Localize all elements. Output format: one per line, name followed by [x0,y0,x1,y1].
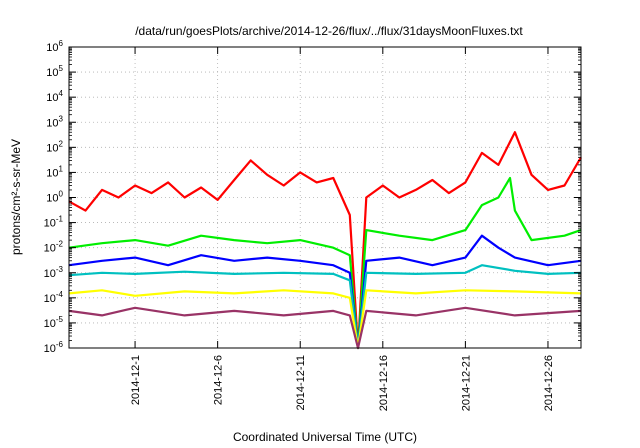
y-tick-label: 100 [46,190,63,205]
y-tick-label: 101 [46,164,63,179]
y-tick-label: 10-4 [44,290,64,305]
grid-lines [69,47,581,348]
y-tick-exponent: -6 [56,340,64,349]
y-tick-exponent: -3 [56,265,64,274]
y-tick-exponent: -4 [56,290,64,299]
y-tick-base: 10 [46,92,58,104]
y-tick-exponent: 0 [59,190,64,199]
y-tick-base: 10 [46,167,58,179]
y-tick-exponent: 6 [59,39,64,48]
x-axis-title: Coordinated Universal Time (UTC) [233,430,417,444]
y-tick-base: 10 [44,343,56,355]
y-tick-label: 102 [46,139,63,154]
x-tick-label: 2014-12-21 [460,355,472,411]
x-tick-label: 2014-12-16 [378,355,390,411]
y-tick-base: 10 [46,67,58,79]
y-tick-exponent: 2 [59,139,64,148]
y-tick-base: 10 [46,142,58,154]
y-tick-label: 10-5 [44,315,64,330]
y-tick-exponent: -1 [56,215,64,224]
y-tick-label: 10-3 [44,265,64,280]
x-tick-label: 2014-12-26 [543,355,555,411]
x-tick-label: 2014-12-6 [213,355,225,405]
y-tick-base: 10 [44,318,56,330]
y-tick-exponent: 3 [59,114,64,123]
y-tick-label: 105 [46,64,63,79]
chart-title: /data/run/goesPlots/archive/2014-12-26/f… [135,24,523,38]
x-axis-ticks: 2014-12-1 2014-12-6 2014-12-11 2014-12-16 20… [130,47,555,411]
y-tick-label: 10-6 [44,340,64,355]
y-tick-base: 10 [44,218,56,230]
y-axis-ticks: 10-610-510-410-310-210-11001011021031041… [44,39,581,355]
y-tick-label: 106 [46,39,63,54]
y-tick-exponent: 5 [59,64,64,73]
y-tick-exponent: -2 [56,240,64,249]
series-line-1 [68,131,582,350]
y-tick-base: 10 [46,42,58,54]
y-tick-exponent: -5 [56,315,64,324]
y-tick-base: 10 [46,117,58,129]
y-tick-exponent: 1 [59,164,64,173]
y-tick-exponent: 4 [59,89,64,98]
series-lines [68,131,582,350]
y-tick-base: 10 [44,293,56,305]
y-tick-label: 10-1 [44,215,64,230]
y-tick-label: 104 [46,89,63,104]
series-line-4 [68,264,582,350]
series-line-6 [68,306,582,350]
y-axis-title: protons/cm²-s-sr-MeV [9,139,23,255]
series-line-5 [68,289,582,350]
y-tick-base: 10 [44,243,56,255]
y-tick-base: 10 [46,193,58,205]
x-tick-label: 2014-12-1 [130,355,142,405]
x-tick-label: 2014-12-11 [295,355,307,410]
y-tick-label: 10-2 [44,240,64,255]
y-tick-label: 103 [46,114,63,129]
y-tick-base: 10 [44,268,56,280]
series-line-2 [68,176,582,350]
